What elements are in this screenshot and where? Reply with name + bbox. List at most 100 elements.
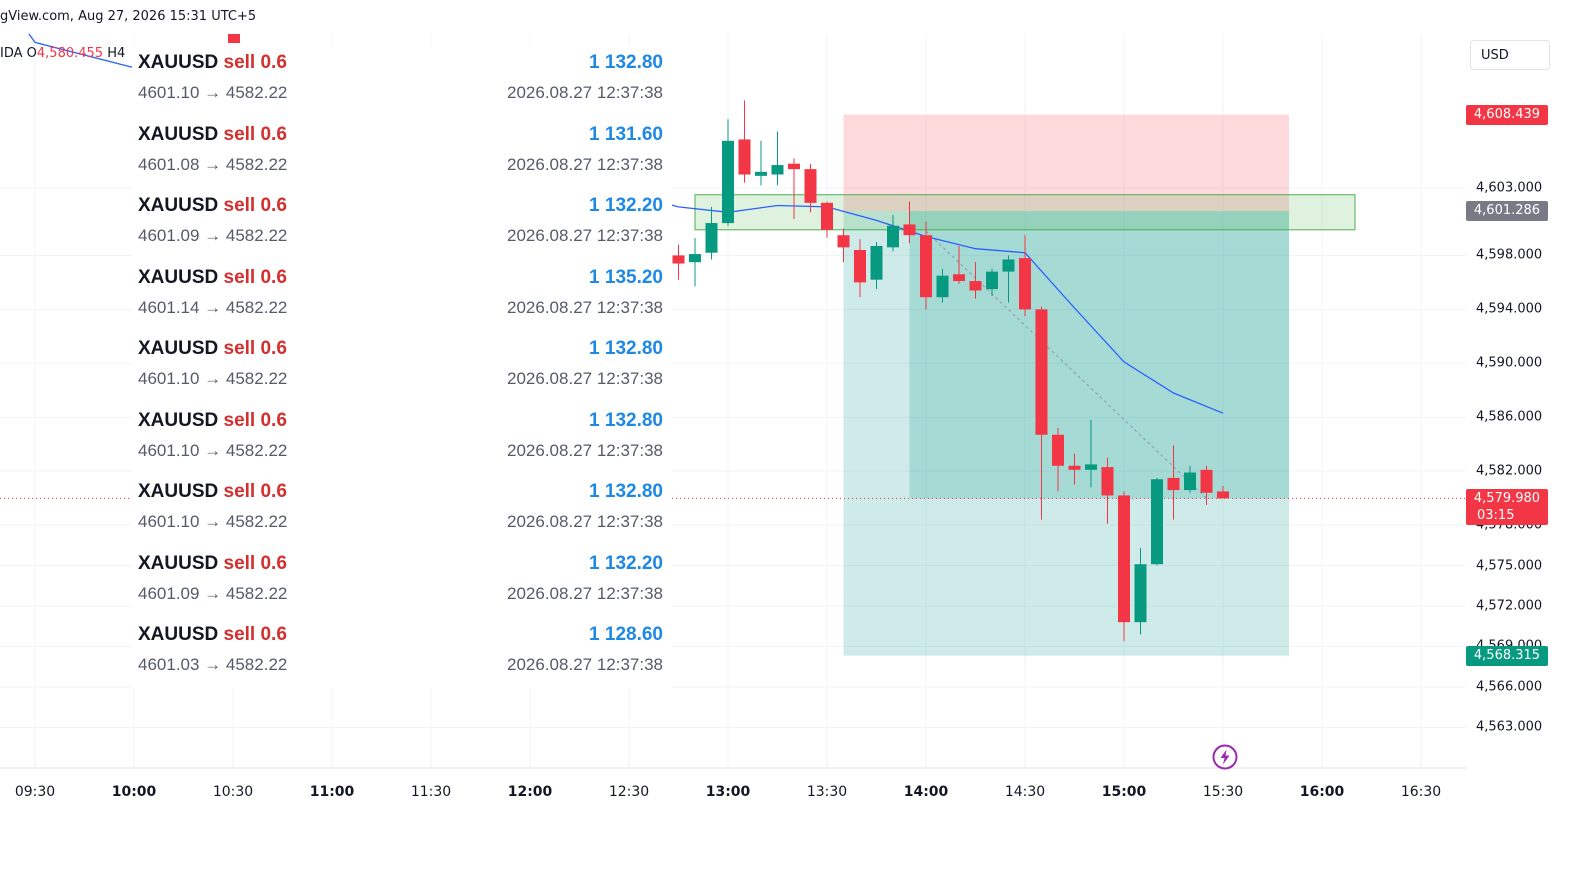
candle-body bbox=[804, 169, 817, 203]
price-scale-label: 4,582.000 bbox=[1476, 463, 1543, 479]
current-price-badge: 4,579.980 03:15 bbox=[1466, 489, 1548, 526]
candle-body bbox=[986, 271, 998, 290]
trade-prices: 4601.03 → 4582.22 bbox=[138, 655, 288, 674]
chart-pane[interactable] bbox=[0, 34, 1466, 808]
trade-time: 2026.08.27 12:37:38 bbox=[507, 369, 663, 388]
trade-symbol: XAUUSD sell 0.6 bbox=[138, 410, 287, 432]
target-price-badge: 4,568.315 bbox=[1466, 645, 1548, 666]
candle-body bbox=[1035, 309, 1048, 435]
trade-time: 2026.08.27 12:37:38 bbox=[507, 154, 663, 174]
time-axis-label: 12:30 bbox=[608, 784, 650, 800]
candlestick-chart[interactable] bbox=[0, 34, 1466, 808]
trade-prices: 4601.14 → 4582.22 bbox=[138, 297, 288, 317]
candle-body bbox=[228, 34, 240, 43]
trade-time: 2026.08.27 12:37:38 bbox=[507, 297, 663, 317]
trade-symbol: XAUUSD sell 0.6 bbox=[138, 481, 287, 503]
time-axis-label: 10:30 bbox=[212, 784, 254, 800]
trade-symbol: XAUUSD sell 0.6 bbox=[138, 624, 287, 646]
lightning-bolt-icon[interactable] bbox=[1212, 744, 1238, 770]
candle-body bbox=[1151, 479, 1163, 565]
candle-body bbox=[936, 275, 949, 298]
trade-side: sell 0.6 bbox=[223, 266, 287, 288]
candle-body bbox=[1118, 495, 1130, 623]
price-scale-label: 4,586.000 bbox=[1476, 409, 1543, 425]
trade-time: 2026.08.27 12:37:38 bbox=[507, 226, 663, 245]
trade-symbol-name: XAUUSD bbox=[138, 52, 224, 73]
active-profit-zone bbox=[909, 211, 1289, 499]
time-axis-label: 15:30 bbox=[1202, 784, 1244, 800]
entry-price-badge: 4,601.286 bbox=[1466, 201, 1548, 222]
candle-body bbox=[1134, 564, 1147, 623]
time-axis-label: 15:00 bbox=[1101, 784, 1147, 800]
candle-body bbox=[1085, 464, 1097, 470]
symbol-prefix: IDA bbox=[0, 46, 23, 61]
time-axis-label: 11:30 bbox=[410, 784, 452, 800]
trade-symbol: XAUUSD sell 0.6 bbox=[138, 52, 287, 74]
candle-body bbox=[1068, 465, 1081, 470]
price-scale[interactable]: 4,603.000 4,598.000 4,594.000 4,590.000 4,58… bbox=[1466, 34, 1574, 808]
trade-symbol-name: XAUUSD bbox=[138, 624, 224, 645]
candle-body bbox=[722, 140, 734, 224]
trade-row: XAUUSD sell 0.6 1 132.20 4601.09 → 4582.22… bbox=[132, 189, 672, 260]
candle-body bbox=[1019, 258, 1031, 310]
candle-body bbox=[1167, 477, 1180, 491]
trade-row: XAUUSD sell 0.6 1 132.20 4601.09 → 4582.22… bbox=[132, 547, 672, 618]
trade-history-overlay: XAUUSD sell 0.6 1 132.80 4601.10 → 4582.22… bbox=[132, 46, 672, 688]
trade-prices: 4601.10 → 4582.22 bbox=[138, 440, 288, 460]
trade-profit: 1 128.60 bbox=[589, 624, 663, 645]
price-scale-label: 4,594.000 bbox=[1476, 301, 1543, 317]
trade-profit: 1 132.20 bbox=[589, 552, 663, 574]
time-axis-label: 12:00 bbox=[507, 784, 553, 800]
price-scale-label: 4,598.000 bbox=[1476, 247, 1543, 263]
trade-prices: 4601.09 → 4582.22 bbox=[138, 583, 288, 603]
candle-body bbox=[837, 235, 850, 248]
window-title: gView.com, Aug 27, 2026 15:31 UTC+5 bbox=[0, 9, 257, 24]
price-scale-label: 4,572.000 bbox=[1476, 598, 1543, 614]
take-profit-zone bbox=[843, 211, 1289, 656]
candle-body bbox=[1002, 259, 1015, 272]
trade-symbol: XAUUSD sell 0.6 bbox=[138, 338, 287, 360]
candle-body bbox=[1052, 434, 1064, 466]
trend-line bbox=[925, 230, 1207, 499]
candle-body bbox=[1217, 491, 1229, 499]
trade-prices: 4601.10 → 4582.22 bbox=[138, 83, 288, 102]
trade-side: sell 0.6 bbox=[223, 123, 287, 145]
trade-side: sell 0.6 bbox=[223, 481, 287, 502]
candle-body bbox=[854, 250, 866, 283]
trade-prices: 4601.09 → 4582.22 bbox=[138, 226, 288, 245]
trade-symbol-name: XAUUSD bbox=[138, 123, 224, 145]
trade-time: 2026.08.27 12:37:38 bbox=[507, 512, 663, 531]
open-value: 4,580.455 bbox=[36, 46, 104, 61]
time-axis-label: 14:30 bbox=[1004, 784, 1046, 800]
open-label: O bbox=[26, 46, 37, 61]
candle-body bbox=[969, 281, 982, 291]
candle-body bbox=[887, 225, 899, 248]
time-axis-label: 16:00 bbox=[1299, 784, 1345, 800]
time-axis-label: 10:00 bbox=[111, 784, 157, 800]
trade-symbol: XAUUSD sell 0.6 bbox=[138, 124, 287, 146]
trade-symbol-name: XAUUSD bbox=[138, 481, 224, 502]
trade-profit: 1 132.20 bbox=[589, 195, 663, 216]
time-axis-label: 11:00 bbox=[309, 784, 355, 800]
candle-body bbox=[771, 165, 784, 175]
trade-symbol: XAUUSD sell 0.6 bbox=[138, 553, 287, 575]
trade-profit: 1 132.80 bbox=[589, 481, 663, 502]
candle-body bbox=[953, 274, 965, 282]
currency-button[interactable]: USD bbox=[1470, 40, 1550, 70]
trade-side: sell 0.6 bbox=[223, 338, 287, 359]
trade-side: sell 0.6 bbox=[223, 624, 287, 645]
candle-body bbox=[920, 235, 932, 298]
trade-symbol-name: XAUUSD bbox=[138, 266, 224, 288]
price-scale-label: 4,603.000 bbox=[1476, 180, 1543, 196]
trade-side: sell 0.6 bbox=[223, 409, 287, 431]
trade-prices: 4601.10 → 4582.22 bbox=[138, 369, 288, 388]
time-axis-label: 09:30 bbox=[14, 784, 56, 800]
trade-profit: 1 132.80 bbox=[589, 409, 663, 431]
candle-body bbox=[689, 254, 701, 263]
price-scale-label: 4,590.000 bbox=[1476, 355, 1543, 371]
trade-symbol: XAUUSD sell 0.6 bbox=[138, 195, 287, 217]
price-scale-label: 4,566.000 bbox=[1476, 679, 1543, 695]
trade-side: sell 0.6 bbox=[223, 52, 287, 73]
trade-side: sell 0.6 bbox=[223, 195, 287, 216]
trade-row: XAUUSD sell 0.6 1 132.80 4601.10 → 4582.22… bbox=[132, 46, 672, 117]
